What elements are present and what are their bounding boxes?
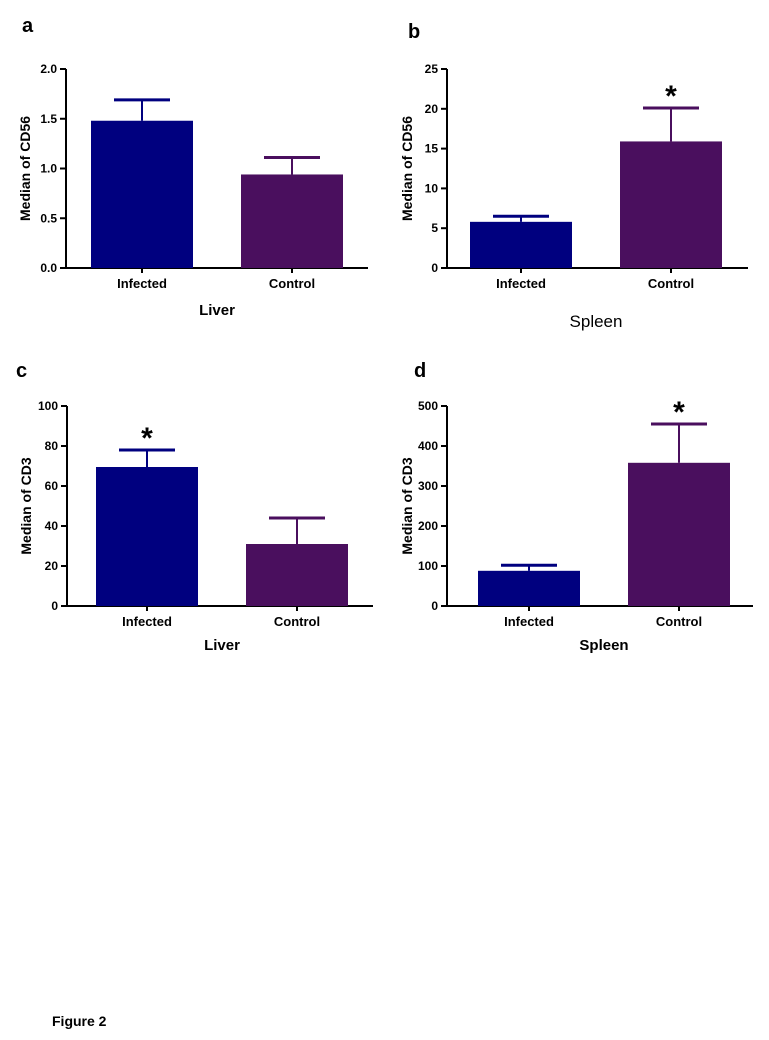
panel-d-xtick-label-control: Control [656, 614, 702, 629]
panel-b-significance-star: * [665, 80, 677, 113]
panel-c-xtick-label-infected: Infected [122, 614, 172, 629]
panel-a-bar-infected [91, 120, 193, 269]
panel-b-ytick-label: 15 [425, 142, 439, 156]
panel-c-x-axis-title: Liver [204, 637, 240, 654]
panel-d-y-axis-title: Median of CD3 [399, 457, 415, 554]
panel-a-ytick-label: 0.0 [40, 261, 57, 275]
panel-b-xtick-label-infected: Infected [496, 276, 546, 291]
panel-b-ytick-label: 5 [431, 221, 438, 235]
panel-d-ytick-label: 0 [431, 599, 438, 613]
panel-d-ytick-label: 300 [418, 479, 438, 493]
panel-c-significance-star: * [141, 422, 153, 455]
panel-a-xtick-label-control: Control [269, 276, 315, 291]
panel-b-x-axis-title: Spleen [570, 312, 623, 331]
figure-caption: Figure 2 [52, 1013, 107, 1029]
panel-b-label: b [408, 21, 420, 43]
panel-d-ytick-label: 500 [418, 399, 438, 413]
panel-c-y-axis-title: Median of CD3 [18, 457, 34, 554]
panel-d-ytick-label: 100 [418, 559, 438, 573]
panel-b-y-axis-title: Median of CD56 [399, 116, 415, 221]
panel-b-bar-control [620, 141, 722, 268]
panel-d-ytick-label: 200 [418, 519, 438, 533]
panel-b-ytick-label: 0 [431, 261, 438, 275]
panel-a-xtick-label-infected: Infected [117, 276, 167, 291]
panel-c-ytick-label: 40 [45, 519, 59, 533]
panel-c-ytick-label: 0 [51, 599, 58, 613]
panel-b-xtick-label-control: Control [648, 276, 694, 291]
panel-c-ytick-label: 60 [45, 479, 59, 493]
panel-d-label: d [414, 360, 426, 382]
panel-c-bar-infected [96, 467, 198, 606]
panel-d-significance-star: * [673, 396, 685, 429]
panel-b-bar-infected [470, 221, 572, 268]
panel-c-ytick-label: 20 [45, 559, 59, 573]
panel-c-bar-control [246, 544, 348, 606]
panel-c-ytick-label: 80 [45, 439, 59, 453]
panel-b-ytick-label: 10 [425, 181, 439, 195]
panel-d-bar-infected [478, 570, 580, 606]
panel-b-ytick-label: 20 [425, 102, 439, 116]
panel-d-xtick-label-infected: Infected [504, 614, 554, 629]
panel-b-ytick-label: 25 [425, 62, 439, 76]
panel-d-x-axis-title: Spleen [579, 637, 628, 654]
panel-a-x-axis-title: Liver [199, 302, 235, 319]
panel-a-ytick-label: 2.0 [40, 62, 57, 76]
panel-a-y-axis-title: Median of CD56 [17, 116, 33, 221]
panel-d-bar-control [628, 462, 730, 606]
panel-c-ytick-label: 100 [38, 399, 58, 413]
panel-a-ytick-label: 1.0 [40, 162, 57, 176]
panel-a-ytick-label: 0.5 [40, 211, 57, 225]
panel-d-ytick-label: 400 [418, 439, 438, 453]
panel-a-bar-control [241, 174, 343, 268]
panel-c-xtick-label-control: Control [274, 614, 320, 629]
panel-c-label: c [16, 360, 27, 382]
panel-a-ytick-label: 1.5 [40, 112, 57, 126]
panel-a-label: a [22, 15, 34, 37]
